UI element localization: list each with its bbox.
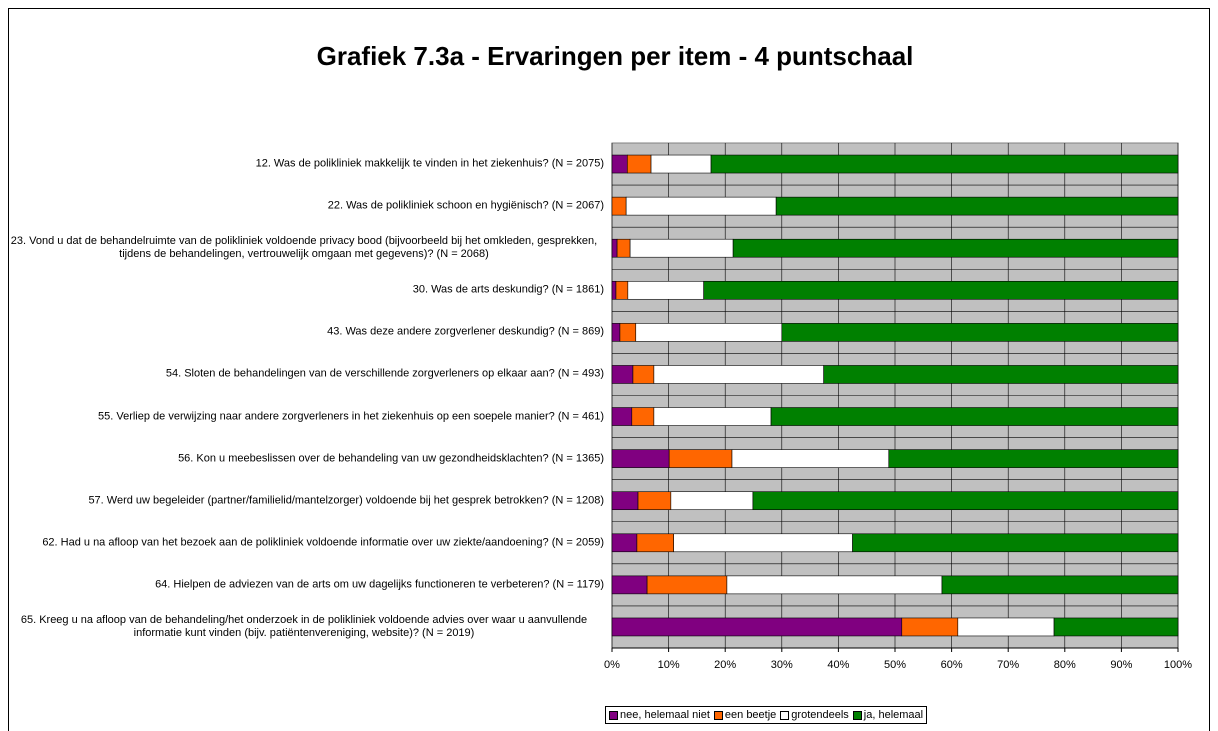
bar-segment xyxy=(781,323,1179,342)
x-tick-label: 20% xyxy=(714,659,736,671)
bar-segment xyxy=(611,617,903,637)
bar-segment xyxy=(941,575,1179,595)
legend-item: nee, helemaal niet xyxy=(609,709,710,721)
x-tick-label: 80% xyxy=(1054,659,1076,671)
bar-segment xyxy=(888,449,1179,468)
bar-segment xyxy=(615,280,629,300)
bar-segment xyxy=(646,575,728,595)
legend-item: grotendeels xyxy=(780,709,849,721)
legend-swatch xyxy=(609,710,618,720)
bar-segment xyxy=(1053,617,1179,637)
bar-segment xyxy=(611,196,627,216)
legend-swatch xyxy=(852,710,862,720)
bar-segment xyxy=(731,449,890,468)
bar-segment xyxy=(611,365,634,384)
chart-title: Grafiek 7.3a - Ervaringen per item - 4 p… xyxy=(317,41,914,71)
bar-segment xyxy=(626,154,652,174)
bar-segment xyxy=(611,449,670,468)
bar-segment xyxy=(673,533,853,553)
bar-segment xyxy=(619,323,637,342)
bar-segment xyxy=(823,365,1179,384)
bar-segment xyxy=(852,533,1179,553)
bar-segment xyxy=(611,154,628,174)
x-tick-label: 30% xyxy=(771,659,793,671)
bar-segment xyxy=(732,238,1179,258)
bar-segment xyxy=(637,491,672,511)
bar-segment xyxy=(632,365,655,384)
legend-swatch xyxy=(713,710,723,720)
bar-segment xyxy=(625,196,777,216)
x-tick-label: 100% xyxy=(1164,659,1192,671)
y-tick-label: 62. Had u na afloop van het bezoek aan d… xyxy=(42,536,604,549)
x-tick-label: 70% xyxy=(997,659,1019,671)
y-tick-label: 65. Kreeg u na afloop van de behandeling… xyxy=(20,613,588,639)
x-tick-label: 60% xyxy=(941,659,963,671)
bar-segment xyxy=(635,323,783,342)
bar-segment xyxy=(775,196,1179,216)
bar-segment xyxy=(629,238,734,258)
y-tick-label: 12. Was de polikliniek makkelijk te vind… xyxy=(255,157,604,170)
y-tick-label: 64. Hielpen de adviezen van de arts om u… xyxy=(155,578,604,591)
bar-segment xyxy=(611,238,618,258)
legend-label: een beetje xyxy=(724,709,777,721)
x-tick-label: 90% xyxy=(1110,659,1132,671)
y-tick-label: 23. Vond u dat de behandelruimte van de … xyxy=(10,235,598,261)
bar-segment xyxy=(668,449,733,468)
bar-segment xyxy=(653,407,772,426)
legend-label: grotendeels xyxy=(791,709,849,721)
bar-segment xyxy=(636,533,674,553)
legend-item: een beetje xyxy=(713,709,777,721)
x-tick-label: 10% xyxy=(658,659,680,671)
chart-border xyxy=(8,8,1210,731)
bar-segment xyxy=(650,154,712,174)
legend-item: ja, helemaal xyxy=(852,709,924,721)
bar-segment xyxy=(703,280,1179,300)
bar-segment xyxy=(957,617,1055,637)
bar-segment xyxy=(770,407,1179,426)
y-tick-label: 43. Was deze andere zorgverlener deskund… xyxy=(327,325,604,338)
bar-segment xyxy=(631,407,655,426)
bar-segment xyxy=(611,533,638,553)
x-tick-label: 0% xyxy=(604,659,620,671)
y-tick-label: 22. Was de polikliniek schoon en hygiëni… xyxy=(327,199,604,212)
bar-segment xyxy=(611,323,621,342)
bar-segment xyxy=(611,280,617,300)
bar-segment xyxy=(710,154,1179,174)
legend-swatch xyxy=(780,710,790,720)
bar-segment xyxy=(616,238,631,258)
x-tick-label: 50% xyxy=(884,659,906,671)
bar-segment xyxy=(670,491,754,511)
y-tick-label: 56. Kon u meebeslissen over de behandeli… xyxy=(178,452,604,465)
legend-label: ja, helemaal xyxy=(863,709,924,721)
y-tick-label: 30. Was de arts deskundig? (N = 1861) xyxy=(412,283,604,296)
legend-label: nee, helemaal niet xyxy=(620,709,710,721)
bar-segment xyxy=(627,280,704,300)
bar-segment xyxy=(752,491,1179,511)
bar-segment xyxy=(611,575,648,595)
bar-segment xyxy=(901,617,959,637)
y-tick-label: 57. Werd uw begeleider (partner/familiel… xyxy=(88,494,604,507)
bar-segment xyxy=(611,407,633,426)
y-tick-label: 55. Verliep de verwijzing naar andere zo… xyxy=(98,410,604,423)
bar-segment xyxy=(726,575,943,595)
y-tick-label: 54. Sloten de behandelingen van de versc… xyxy=(165,367,604,380)
x-tick-label: 40% xyxy=(827,659,849,671)
bar-segment xyxy=(653,365,824,384)
bar-segment xyxy=(611,491,639,511)
legend: nee, helemaal niet een beetje grotendeels j… xyxy=(605,706,928,724)
